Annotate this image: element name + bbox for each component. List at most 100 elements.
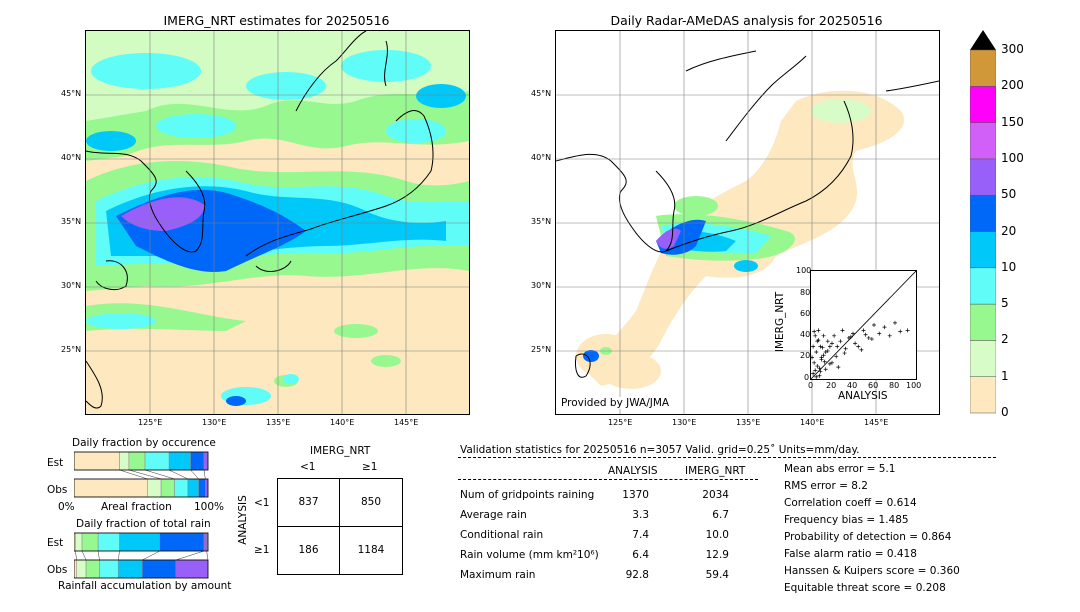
stacked-bar-segment <box>85 559 100 579</box>
stacked-bar-segment <box>74 451 120 471</box>
scatter-point <box>846 335 851 340</box>
scatter-point <box>838 339 843 344</box>
stacked-bar-segment <box>159 532 205 552</box>
scatter-y-tick: 100 <box>796 266 812 275</box>
diagonal-line <box>810 270 917 380</box>
right-lon-label: 125°E <box>608 418 633 427</box>
stacked-bar-segment <box>76 559 87 579</box>
stacked-bar-segment <box>198 478 206 498</box>
scatter-x-tick: 0 <box>808 381 814 390</box>
scatter-point <box>887 333 892 338</box>
colorbar-swatch <box>969 49 997 87</box>
scatter-point <box>853 341 858 346</box>
total-rain-row-label: Obs <box>47 564 68 576</box>
scatter-point <box>816 328 821 333</box>
colorbar-tick-label: 20 <box>1001 223 1017 238</box>
scatter-ylabel: IMERG_NRT <box>774 291 787 353</box>
contingency-row-title: ANALYSIS <box>236 495 249 545</box>
scatter-y-tick: 60 <box>800 309 811 318</box>
contingency-row-label: <1 <box>254 497 270 509</box>
stacked-bar-segment <box>75 532 83 552</box>
occurrence-title: Daily fraction by occurence <box>72 437 216 449</box>
scatter-point <box>877 331 882 336</box>
stat-imerg: 59.4 <box>705 569 729 581</box>
stat-imerg: 2034 <box>702 489 729 501</box>
stacked-bar-frame <box>74 559 209 579</box>
left-lat-label: 35°N <box>61 217 82 226</box>
occurrence-row-label: Est <box>47 457 64 469</box>
left-lat-label: 25°N <box>61 345 82 354</box>
stacked-bar-segment <box>74 559 77 579</box>
stacked-bar-segment <box>205 478 209 498</box>
occurrence-axis-mid: Areal fraction <box>101 501 172 513</box>
score-line: False alarm ratio = 0.418 <box>784 548 917 560</box>
colorbar <box>969 30 997 415</box>
occurrence-bars <box>74 451 209 498</box>
score-line: Probability of detection = 0.864 <box>784 531 952 543</box>
scatter-point <box>810 355 815 360</box>
scatter-point <box>825 339 830 344</box>
stacked-bar-segment <box>144 451 170 471</box>
right-lat-label: 30°N <box>531 281 552 290</box>
validation-divider <box>458 457 996 458</box>
stacked-bar-segment <box>175 559 209 579</box>
colorbar-tick-label: 2 <box>1001 332 1009 347</box>
colorbar-tick-label: 50 <box>1001 187 1017 202</box>
scatter-point <box>812 360 817 365</box>
scatter-point <box>893 320 897 325</box>
left-map-title: IMERG_NRT estimates for 20250516 <box>163 13 390 28</box>
score-line: Equitable threat score = 0.208 <box>784 582 946 594</box>
scatter-point <box>830 360 834 365</box>
contingency-col-title: IMERG_NRT <box>310 445 371 457</box>
right-lat-label: 35°N <box>531 217 552 226</box>
validation-col-analysis: ANALYSIS <box>608 465 658 477</box>
total-rain-row-label: Est <box>47 537 64 549</box>
colorbar-swatch <box>969 267 997 305</box>
scatter-point <box>822 359 827 364</box>
contingency-table: 837 850 186 1184 <box>277 478 403 575</box>
stacked-bar-segment <box>128 451 146 471</box>
scatter-plot <box>810 270 917 380</box>
contingency-col-label: ≥1 <box>362 461 378 473</box>
left-lon-label: 135°E <box>266 418 291 427</box>
scatter-x-tick: 60 <box>868 381 879 390</box>
scatter-point <box>898 329 903 334</box>
scatter-point <box>840 328 845 333</box>
scatter-y-tick: 0 <box>804 373 810 382</box>
left-lon-label: 125°E <box>138 418 163 427</box>
left-map <box>85 30 470 415</box>
stacked-bar-segment <box>190 451 205 471</box>
scatter-point <box>869 337 874 342</box>
colorbar-swatch <box>969 86 997 123</box>
bar-connector-line <box>118 550 120 561</box>
scatter-point <box>834 354 839 359</box>
score-line: Mean abs error = 5.1 <box>784 463 896 475</box>
bar-connector-line <box>97 550 100 561</box>
scatter-point <box>905 328 910 333</box>
scatter-y-tick: 20 <box>800 351 811 360</box>
contingency-col-label: <1 <box>300 461 316 473</box>
scatter-points <box>810 270 917 380</box>
stacked-bar-frame <box>74 478 209 498</box>
scatter-point <box>813 333 818 338</box>
scatter-point <box>843 346 848 351</box>
validation-table-divider <box>458 479 758 480</box>
scatter-point <box>815 364 820 369</box>
scatter-x-tick: 100 <box>906 381 922 390</box>
stacked-bar-segment <box>97 532 120 552</box>
colorbar-tick-label: 0 <box>1001 405 1009 419</box>
stacked-bar-segment <box>74 478 148 498</box>
scatter-point <box>817 366 822 371</box>
scatter-point <box>861 328 866 333</box>
colorbar-tick-label: 100 <box>1001 150 1024 165</box>
scatter-point <box>832 333 837 338</box>
stat-label: Average rain <box>460 509 527 521</box>
colorbar-swatch <box>969 376 997 414</box>
stacked-bar-segment <box>99 559 119 579</box>
score-line: Frequency bias = 1.485 <box>784 514 909 526</box>
total-rain-footer: Rainfall accumulation by amount <box>58 580 232 592</box>
stacked-bar-frame <box>74 532 209 552</box>
score-line: RMS error = 8.2 <box>784 480 868 492</box>
right-lat-label: 45°N <box>531 89 552 98</box>
scatter-point <box>812 329 817 334</box>
